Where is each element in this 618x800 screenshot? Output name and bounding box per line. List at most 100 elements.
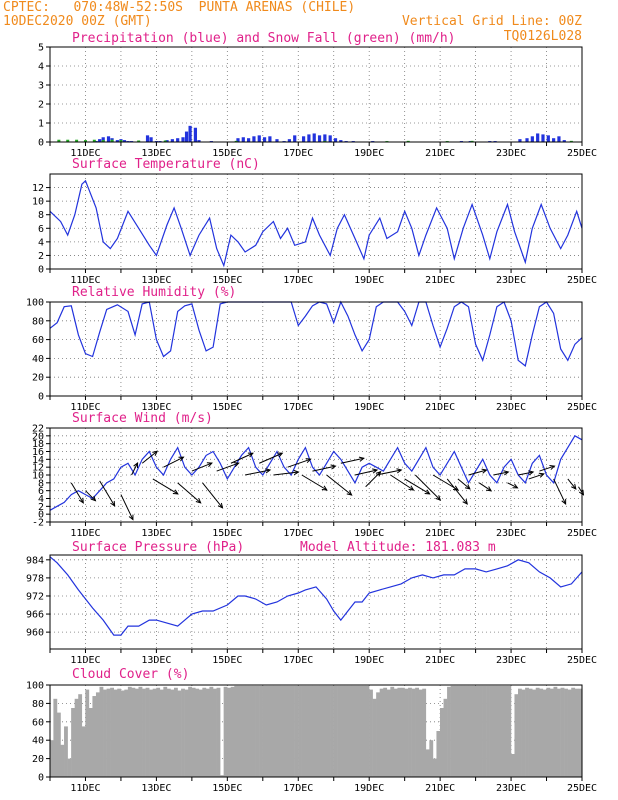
precip-bar: [149, 137, 153, 142]
precip-bar: [197, 140, 201, 142]
cloud-bar: [202, 687, 207, 777]
cloud-bar: [305, 685, 310, 777]
x-tick-label: 11DEC: [70, 528, 100, 539]
cloud-bar: [319, 685, 324, 777]
cloud-bar: [142, 688, 146, 777]
header-model-id: TQ0126L028: [504, 29, 582, 44]
cloud-bar: [347, 685, 352, 777]
wind-vector-shaft: [578, 486, 584, 496]
cloud-bar: [549, 688, 554, 777]
cloud-bar: [145, 687, 150, 777]
cloud-bar: [337, 685, 341, 777]
precip-bar: [184, 131, 189, 142]
cloud-bar: [432, 758, 437, 777]
cloud-bar: [262, 685, 267, 777]
wind-vector-head: [578, 489, 585, 496]
wind-vector: [446, 478, 468, 505]
precip-bar: [145, 135, 150, 142]
cloud-bar: [85, 689, 90, 777]
precip-bar: [115, 140, 119, 142]
wind-vector-head: [481, 468, 488, 474]
wind-vector-shaft: [468, 469, 487, 476]
cloud-bar: [234, 685, 239, 777]
x-tick-label: 21DEC: [425, 402, 455, 413]
cloud-bar: [184, 689, 189, 777]
cloud-bar: [560, 687, 565, 777]
precip-bar: [165, 140, 169, 142]
cloud-bar: [447, 686, 451, 777]
cloud-bar: [351, 685, 356, 777]
wind-vector-head: [247, 452, 254, 458]
cloud-bar: [315, 685, 320, 777]
header-location: CPTEC: 070:48W-52:50S PUNTA ARENAS (CHIL…: [3, 0, 355, 15]
cloud-bar: [542, 689, 547, 777]
precip-bar: [106, 136, 111, 142]
y-tick-label: 60: [32, 717, 44, 728]
wind-vector-head: [330, 464, 337, 470]
cloud-bar: [276, 685, 281, 777]
wind-vector: [273, 469, 300, 476]
wind-vector-shaft: [326, 474, 352, 496]
cloud-bar: [188, 686, 193, 777]
wind-vector-head: [172, 489, 179, 495]
x-tick-label: 15DEC: [212, 148, 242, 159]
wind-vector: [202, 482, 224, 509]
x-tick-label: 19DEC: [354, 528, 384, 539]
panel-temperature: 0 2 4 6 8 10 12 11DEC 13DEC 15DEC 17DEC 19DEC 21DEC 2…: [32, 157, 597, 286]
wind-vector-shaft: [99, 480, 116, 507]
precip-bar: [257, 135, 261, 142]
precip-bar: [122, 140, 127, 142]
snow-bar: [234, 140, 238, 142]
wind-vector: [244, 468, 272, 476]
cloud-bar: [404, 688, 409, 777]
wind-vector-shaft: [376, 469, 402, 476]
precip-bar: [252, 136, 256, 142]
precip-bar: [552, 138, 556, 142]
precip-bar: [557, 136, 561, 142]
cloud-bar: [489, 685, 494, 777]
cloud-bar: [464, 685, 469, 777]
cloud-bar: [400, 687, 405, 777]
cloud-bar: [195, 688, 200, 777]
wind-vector-shaft: [273, 471, 299, 476]
x-tick-label: 17DEC: [283, 402, 313, 413]
cloud-bar: [301, 685, 306, 777]
cloud-bar: [294, 685, 299, 777]
wind-vector: [567, 478, 577, 490]
x-tick-label: 17DEC: [283, 783, 313, 794]
cloud-bar: [259, 685, 263, 777]
wind-vector: [152, 478, 179, 495]
wind-vector: [553, 478, 567, 505]
precip-bar: [562, 140, 566, 142]
cloud-bar: [397, 687, 402, 777]
cloud-bar: [209, 686, 214, 777]
y-tick-label: 6: [38, 486, 44, 497]
wind-vector: [507, 482, 519, 489]
y-tick-label: 978: [26, 573, 44, 584]
wind-vector-shaft: [141, 450, 158, 464]
wind-vector: [191, 462, 213, 472]
x-tick-label: 11DEC: [70, 402, 100, 413]
wind-vector-head: [293, 469, 300, 476]
precip-bar: [247, 138, 251, 142]
cloud-bar: [379, 688, 384, 777]
x-tick-label: 19DEC: [354, 148, 384, 159]
y-tick-label: 40: [32, 736, 44, 747]
wind-vector-head: [512, 483, 519, 489]
wind-vector-shaft: [365, 471, 382, 488]
wind-vector: [493, 470, 510, 476]
x-tick-label: 13DEC: [141, 402, 171, 413]
x-tick-label: 23DEC: [496, 402, 526, 413]
cloud-bar: [177, 690, 182, 777]
precip-bar: [170, 139, 174, 142]
snow-bar: [101, 140, 105, 142]
precip-bar: [323, 134, 327, 142]
wind-vector-head: [375, 470, 382, 477]
cloud-bar: [166, 688, 171, 777]
cloud-bar: [312, 685, 317, 777]
cloud-bar: [56, 712, 61, 777]
wind-vector: [390, 474, 415, 491]
precip-bar: [530, 136, 534, 142]
precip-bar: [176, 138, 180, 142]
